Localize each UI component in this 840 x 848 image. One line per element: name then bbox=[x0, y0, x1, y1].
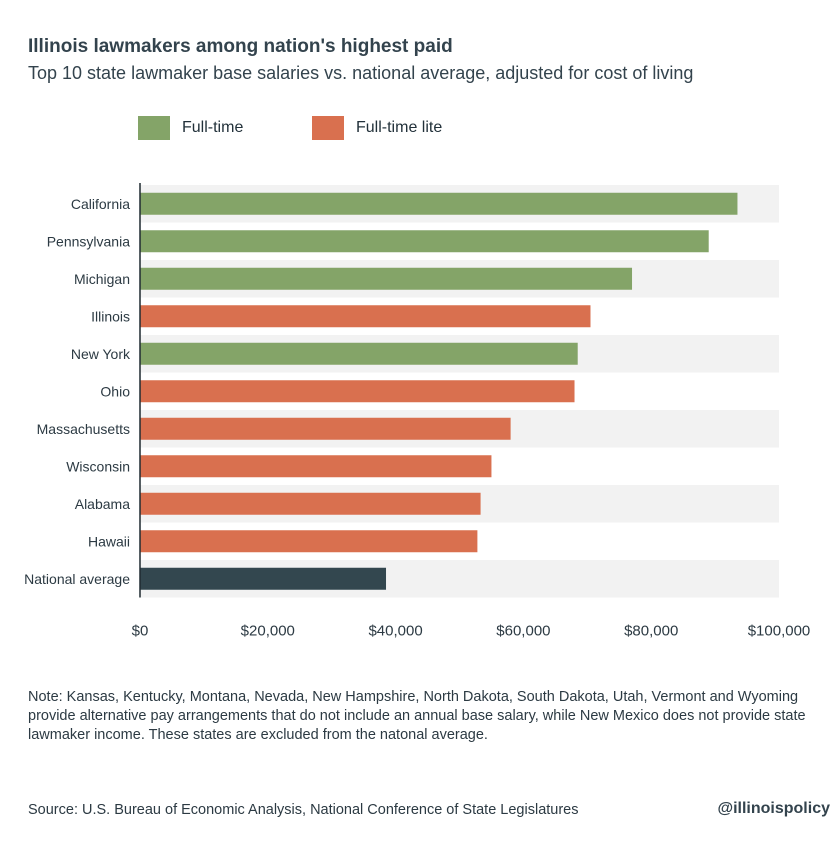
bar-chart: California Pennsylvania Michigan Illinois Ne… bbox=[24, 183, 811, 640]
bar-national-average bbox=[140, 567, 387, 590]
bar-pennsylvania bbox=[140, 230, 709, 253]
legend: Full-time Full-time lite bbox=[0, 116, 840, 144]
footnote: Note: Kansas, Kentucky, Montana, Nevada,… bbox=[28, 689, 806, 743]
legend-swatch-full-time-lite bbox=[312, 116, 344, 140]
x-tick-label: $40,000 bbox=[368, 623, 422, 640]
x-tick-label: $80,000 bbox=[624, 623, 678, 640]
category-label-massachusetts: Massachusetts bbox=[37, 421, 130, 437]
bar-massachusetts bbox=[140, 417, 511, 440]
x-tick-label: $20,000 bbox=[241, 623, 295, 640]
chart-subtitle: Top 10 state lawmaker base salaries vs. … bbox=[28, 63, 694, 83]
bar-alabama bbox=[140, 492, 481, 515]
bar-illinois bbox=[140, 305, 591, 328]
legend-label-full-time-lite: Full-time lite bbox=[356, 119, 443, 136]
legend-label-full-time: Full-time bbox=[182, 119, 244, 136]
category-label-california: California bbox=[71, 196, 130, 212]
bar-hawaii bbox=[140, 530, 478, 553]
category-label-national-average: National average bbox=[24, 571, 130, 587]
x-tick-label: $60,000 bbox=[496, 623, 550, 640]
x-tick-label: $0 bbox=[132, 623, 149, 640]
category-label-michigan: Michigan bbox=[74, 271, 130, 287]
category-label-hawaii: Hawaii bbox=[88, 533, 130, 549]
category-label-pennsylvania: Pennsylvania bbox=[47, 233, 130, 249]
legend-swatch-full-time bbox=[138, 116, 170, 140]
bar-wisconsin bbox=[140, 455, 492, 478]
category-label-wisconsin: Wisconsin bbox=[66, 458, 130, 474]
category-label-illinois: Illinois bbox=[91, 308, 130, 324]
bar-ohio bbox=[140, 380, 575, 403]
x-tick-label: $100,000 bbox=[748, 623, 811, 640]
category-label-alabama: Alabama bbox=[75, 496, 130, 512]
bar-michigan bbox=[140, 267, 633, 290]
source-text: Source: U.S. Bureau of Economic Analysis… bbox=[28, 802, 579, 818]
chart-title: Illinois lawmakers among nation's highes… bbox=[28, 36, 453, 57]
category-label-new-york: New York bbox=[71, 346, 131, 362]
social-handle: @illinoispolicy bbox=[717, 800, 830, 817]
legend-item-full-time: Full-time bbox=[138, 116, 243, 140]
bar-new-york bbox=[140, 342, 578, 365]
category-label-ohio: Ohio bbox=[100, 383, 130, 399]
legend-item-full-time-lite: Full-time lite bbox=[312, 116, 442, 140]
bar-california bbox=[140, 192, 738, 215]
